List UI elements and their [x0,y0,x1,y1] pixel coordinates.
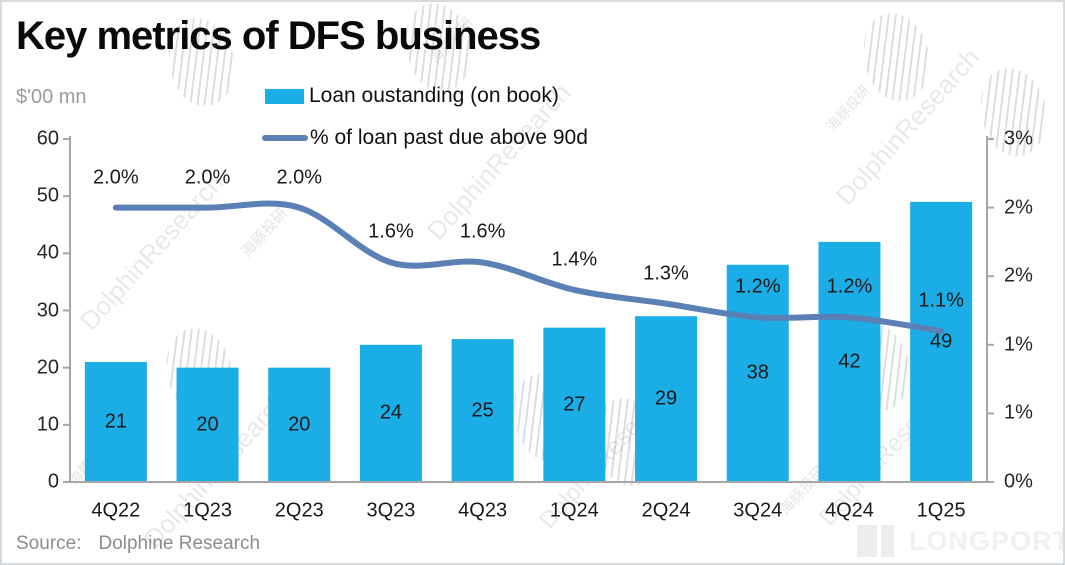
y-axis-left-tick-label: 30 [36,299,59,321]
bar-value-label: 42 [838,350,861,373]
left-axis-unit-label: $'00 mn [16,86,87,108]
watermark-text: DolphinResearch [73,167,230,336]
y-axis-left-tick-label: 0 [47,470,59,493]
line-point-label: 1.6% [459,220,506,243]
line-point-label: 1.2% [826,275,873,298]
watermark-text: 海豚投研 [238,204,292,261]
bar-4Q23 [451,339,514,482]
legend-label: % of loan past due above 90d [310,126,588,149]
bar-1Q23 [176,367,239,482]
x-axis-category-label: 4Q23 [458,499,508,522]
watermark-text: 海豚投研 [65,435,115,489]
bar-value-label: 20 [196,413,219,436]
watermark-hatch-icon [509,368,585,466]
watermark-hatch-icon [859,8,935,106]
watermark-text: 海豚投研 [913,275,963,329]
watermark-text: DolphinResearch [813,376,958,532]
legend-label: Loan oustanding (on book) [309,84,559,107]
x-axis-category-label: 4Q22 [91,499,141,522]
chart-title: Key metrics of DFS business [16,14,541,58]
watermark-text: 海豚投研 [823,81,873,135]
x-axis-category-label: 1Q25 [916,499,966,522]
y-axis-left-tick-label: 20 [36,356,59,379]
bar-value-label: 21 [104,410,127,433]
line-point-label: 2.0% [184,166,231,189]
bar-value-label: 20 [288,413,311,436]
x-axis-category-label: 4Q24 [824,499,874,522]
bar-value-label: 24 [379,401,403,424]
bar-value-label: 29 [654,387,678,410]
watermark-text: DolphinResearch [533,379,678,535]
watermark-hatch-icon [839,318,915,416]
y-axis-right-tick-label: 2% [1004,196,1033,219]
line-point-label: 2.0% [276,166,323,189]
line-point-label: 1.6% [368,220,414,243]
watermark-hatch-icon [976,63,1052,161]
y-axis-left-tick-label: 40 [36,241,59,264]
line-swatch-icon [262,135,308,141]
bar-value-label: 49 [930,330,953,353]
bar-value-label: 25 [471,399,494,422]
watermark-text: DolphinResearch [829,42,986,211]
bar-4Q24 [818,241,881,482]
legend-item-past-due: % of loan past due above 90d [262,126,588,150]
logo-mark-icon [881,525,894,557]
line-point-label: 1.1% [918,289,964,312]
y-axis-right-tick-label: 3% [1004,127,1033,150]
source-attribution: Source: Dolphine Research [16,533,260,555]
y-axis-left-tick-label: 60 [36,127,59,150]
x-axis-category-label: 1Q23 [183,499,233,522]
y-axis-left-tick-label: 50 [36,184,59,207]
logo-mark-icon [857,525,877,557]
bar-2Q23 [268,367,331,482]
y-axis-right-tick-label: 1% [1004,401,1033,424]
bar-1Q25 [910,201,973,482]
line-point-label: 1.4% [551,248,598,271]
bar-value-label: 38 [746,361,769,384]
y-axis-right-tick-label: 2% [1004,264,1033,287]
line-point-label: 1.2% [734,275,781,298]
bar-swatch-icon [265,88,304,104]
watermark-hatch-icon [591,393,667,491]
x-axis-category-label: 3Q23 [366,499,416,522]
bar-4Q22 [84,361,147,482]
watermark-hatch-icon [162,323,238,421]
line-point-label: 2.0% [93,166,139,189]
x-axis-category-label: 1Q24 [549,499,599,522]
x-axis-category-label: 3Q24 [733,499,783,522]
y-axis-left-tick-label: 10 [36,413,59,436]
source-label: Source: [16,533,82,554]
y-axis-right-tick-label: 0% [1004,470,1033,493]
line-point-label: 1.3% [643,262,689,285]
x-axis-category-label: 2Q23 [274,499,324,522]
bar-value-label: 27 [563,393,586,416]
x-axis-category-label: 2Q24 [641,499,691,522]
legend-item-loan-outstanding: Loan oustanding (on book) [265,84,559,108]
watermark-text: 海豚投研 [776,462,830,519]
watermark-text: DolphinResearch [137,385,294,554]
y-axis-right-tick-label: 1% [1004,333,1033,356]
bar-3Q24 [726,264,789,482]
bar-2Q24 [635,316,698,482]
bar-3Q23 [359,344,422,482]
longport-logo: LONGPORT [857,525,1065,557]
past-due-line [112,200,945,335]
source-text: Dolphine Research [98,533,261,554]
bar-1Q24 [543,327,606,482]
logo-wordmark: LONGPORT [909,526,1065,556]
